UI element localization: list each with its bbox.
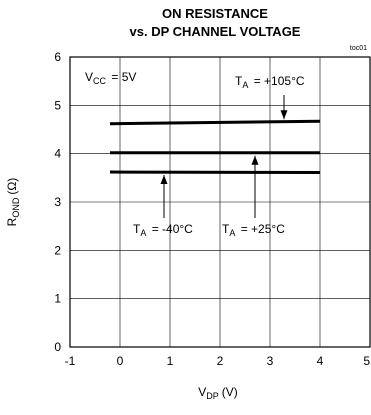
x-tick-label: 0: [117, 354, 124, 368]
y-tick-label: 4: [54, 147, 61, 161]
x-tick-label: -1: [65, 354, 76, 368]
series-label-40: TA = -40°C: [133, 222, 193, 238]
x-axis-label: VDP(V): [198, 385, 238, 401]
y-tick-label: 5: [54, 98, 61, 112]
series-label-105: TA = +105°C: [235, 74, 305, 90]
x-tick-label: 5: [363, 354, 370, 368]
y-tick-label: 0: [54, 340, 61, 354]
arrow-105-head: [281, 110, 288, 119]
chart-title-line-2: vs. DP CHANNEL VOLTAGE: [130, 24, 301, 39]
y-tick-label: 6: [54, 50, 61, 64]
series-lines: [110, 121, 320, 172]
x-tick-label: 3: [267, 354, 274, 368]
grid: [70, 57, 370, 347]
condition-label: VCC = 5V: [85, 70, 136, 86]
arrow-40-head: [161, 175, 168, 184]
series-line: [110, 121, 320, 123]
chart-title-line-1: ON RESISTANCE: [162, 6, 268, 21]
y-axis-label: ROND(Ω): [5, 178, 21, 227]
figure-id: toc01: [350, 45, 367, 52]
arrow-25-head: [252, 156, 259, 165]
y-tick-label: 3: [54, 195, 61, 209]
series-label-25: TA = +25°C: [222, 222, 285, 238]
tick-labels: -1 0 1 2 3 4 5 0 1 2 3 4 5 6: [54, 50, 370, 368]
x-tick-label: 2: [217, 354, 224, 368]
y-tick-label: 2: [54, 243, 61, 257]
x-tick-label: 1: [167, 354, 174, 368]
y-tick-label: 1: [54, 292, 61, 306]
x-tick-label: 4: [317, 354, 324, 368]
